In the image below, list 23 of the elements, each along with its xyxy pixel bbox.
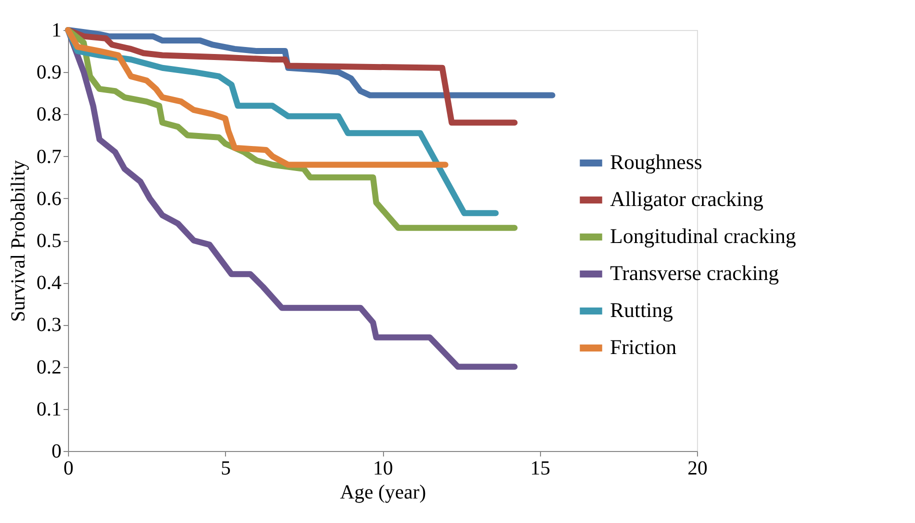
- y-tick-label: 0.2: [36, 356, 62, 378]
- y-tick-label: 0: [52, 440, 62, 462]
- y-tick-label: 1: [52, 20, 62, 42]
- x-tick-label: 10: [373, 458, 393, 480]
- y-axis-title: Survival Probability: [8, 160, 30, 322]
- legend-label: Rutting: [610, 298, 674, 322]
- y-tick-label: 0.8: [36, 104, 62, 126]
- legend-label: Roughness: [610, 150, 702, 174]
- y-tick-label: 0.9: [36, 62, 62, 84]
- y-tick-label: 0.7: [36, 146, 62, 168]
- legend-label: Transverse cracking: [610, 261, 780, 285]
- x-axis-title: Age (year): [340, 482, 426, 504]
- legend-label: Alligator cracking: [610, 187, 764, 211]
- y-tick-label: 0.4: [36, 272, 62, 294]
- y-tick-label: 0.5: [36, 230, 62, 252]
- x-tick-label: 15: [530, 458, 550, 480]
- x-tick-label: 20: [688, 458, 708, 480]
- y-tick-label: 0.6: [36, 188, 62, 210]
- x-tick-label: 5: [220, 458, 231, 480]
- legend-label: Longitudinal cracking: [610, 224, 797, 248]
- y-tick-label: 0.3: [36, 314, 62, 336]
- legend-label: Friction: [610, 335, 677, 359]
- y-tick-label: 0.1: [36, 398, 62, 420]
